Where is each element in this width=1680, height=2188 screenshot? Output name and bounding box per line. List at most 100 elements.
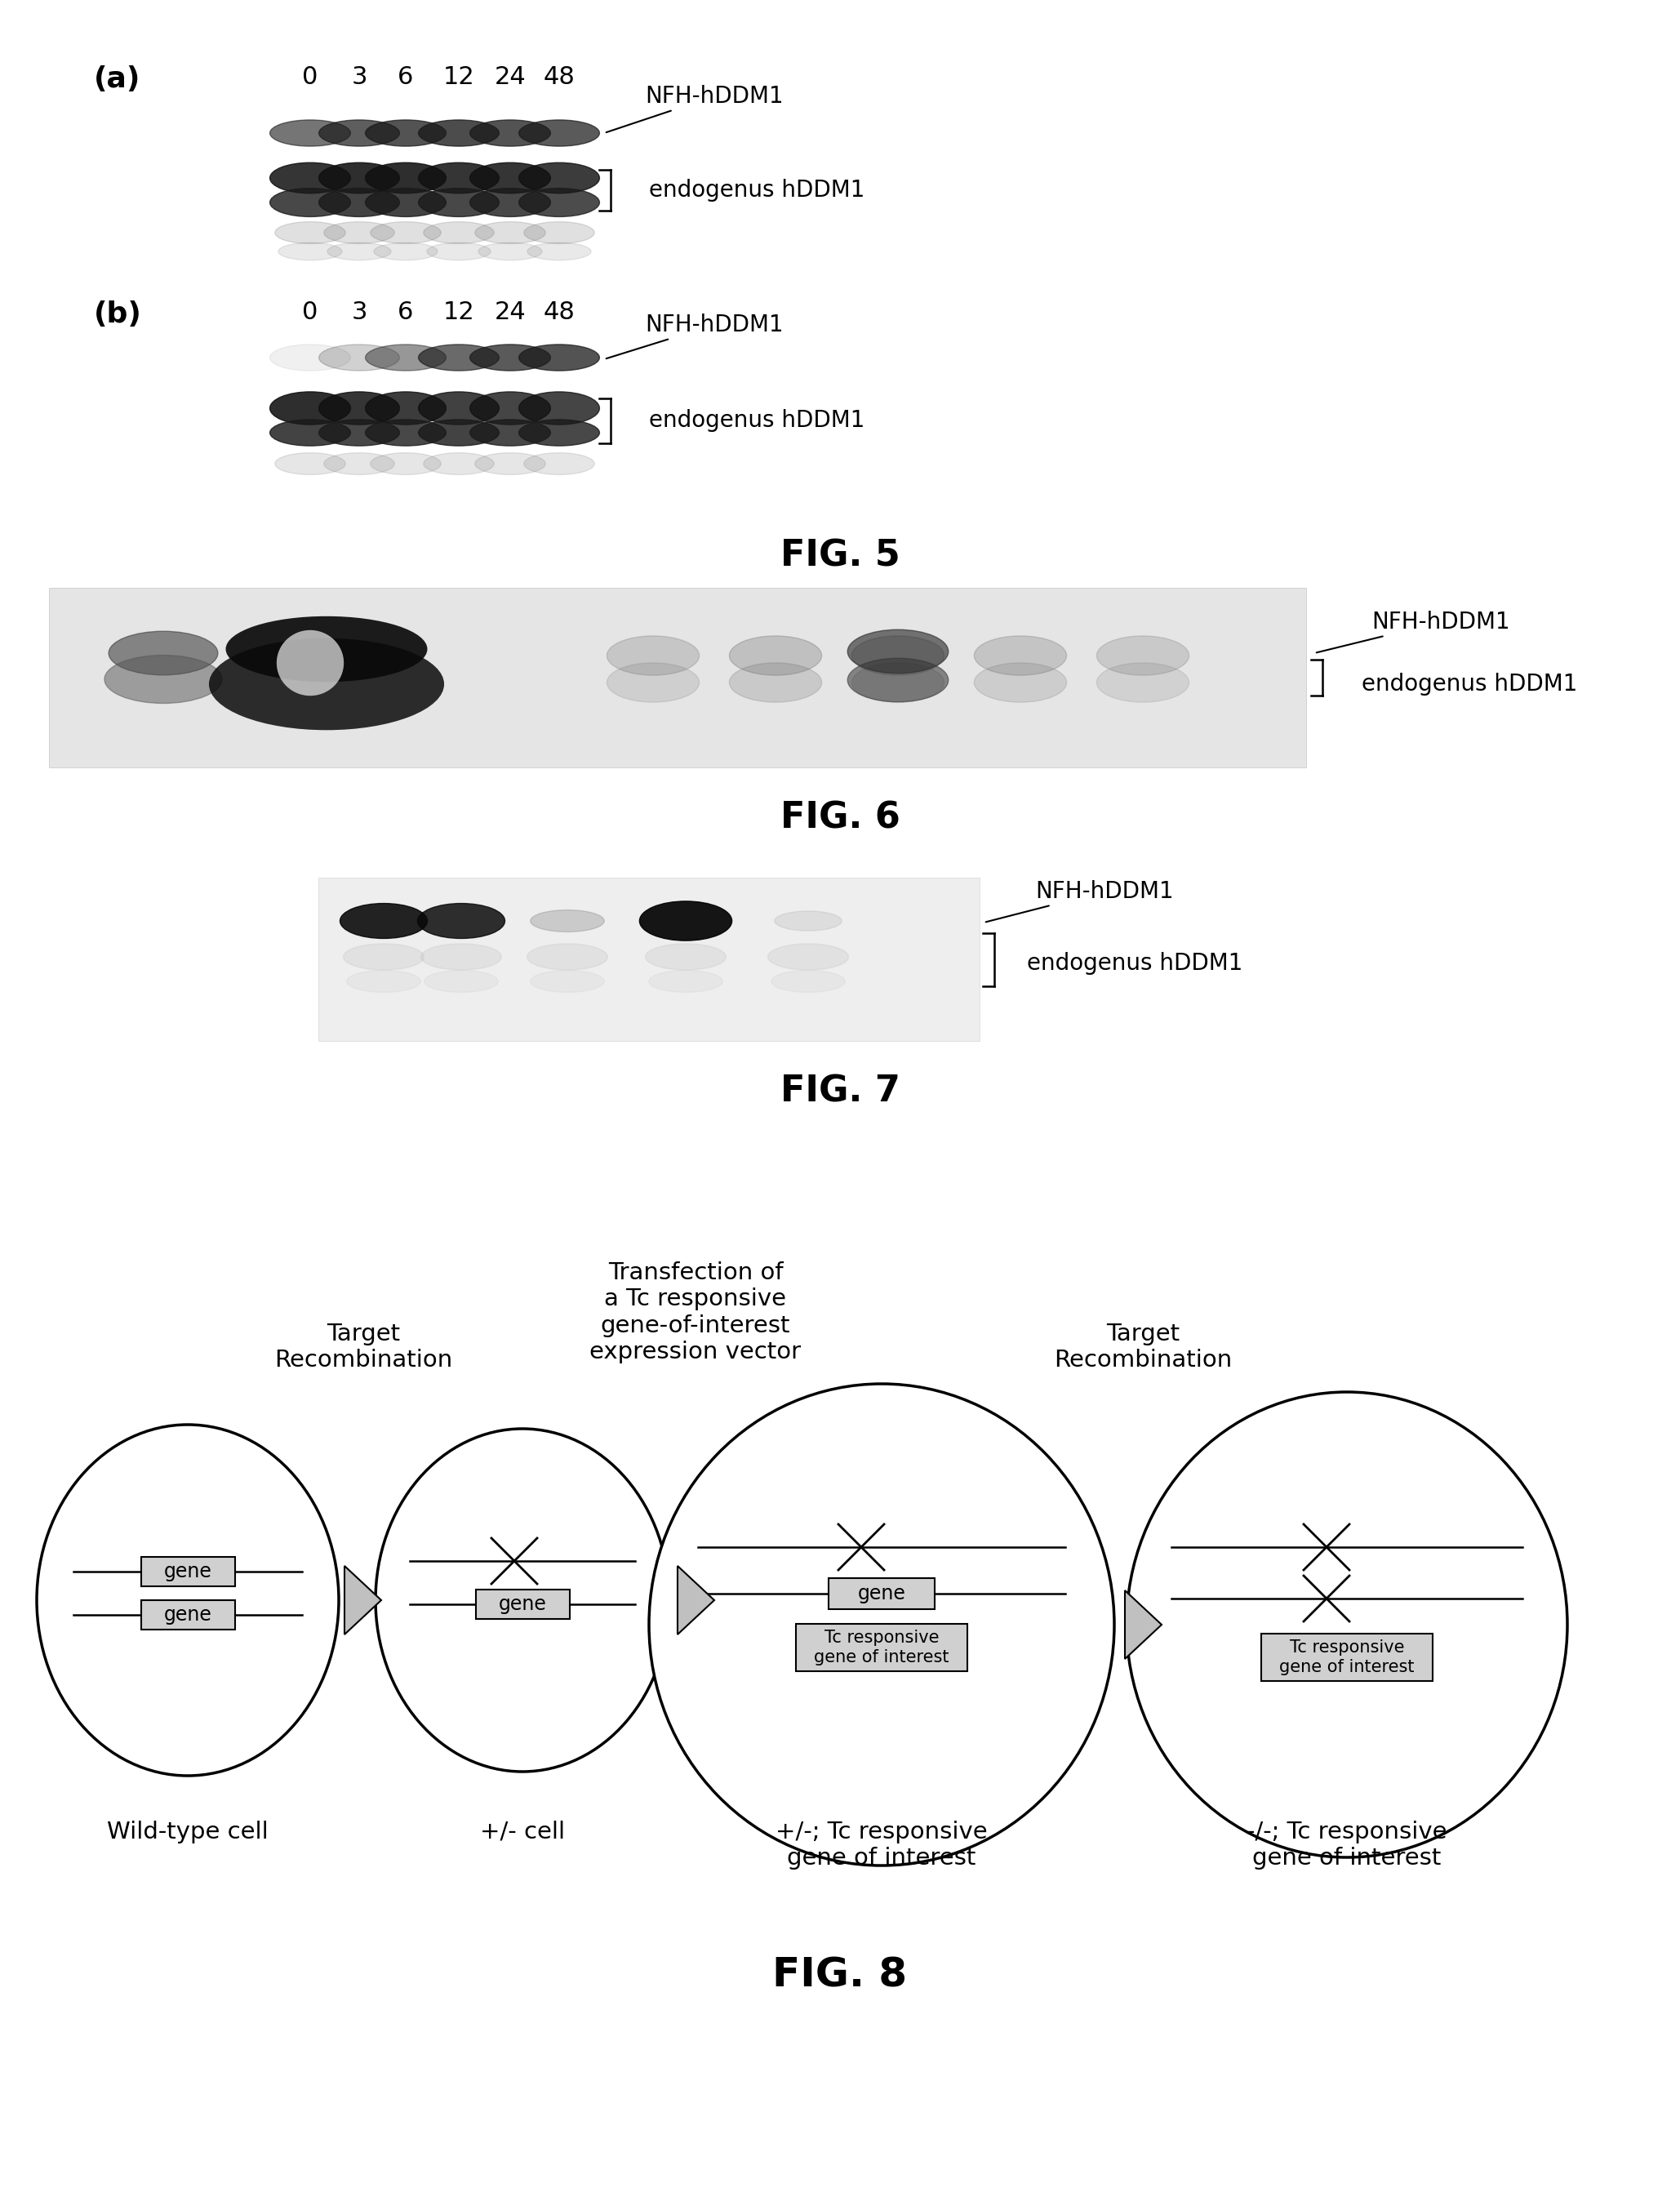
Text: 6: 6: [398, 300, 413, 324]
Ellipse shape: [365, 188, 445, 217]
Ellipse shape: [606, 637, 699, 676]
Ellipse shape: [974, 637, 1067, 676]
Ellipse shape: [729, 663, 822, 702]
Bar: [141, 1599, 235, 1630]
Ellipse shape: [847, 659, 948, 702]
Ellipse shape: [270, 120, 351, 147]
Ellipse shape: [319, 162, 400, 193]
Ellipse shape: [319, 392, 400, 424]
Ellipse shape: [774, 910, 842, 930]
Ellipse shape: [276, 221, 346, 243]
Text: Transfection of
a Tc responsive
gene-of-interest
expression vector: Transfection of a Tc responsive gene-of-…: [590, 1260, 801, 1363]
Ellipse shape: [475, 453, 546, 475]
Ellipse shape: [423, 221, 494, 243]
Text: -/-; Tc responsive
gene of interest: -/-; Tc responsive gene of interest: [1247, 1820, 1446, 1871]
Ellipse shape: [276, 453, 346, 475]
Ellipse shape: [418, 420, 499, 446]
Text: Target
Recombination: Target Recombination: [1053, 1322, 1231, 1372]
Text: NFH-hDDM1: NFH-hDDM1: [606, 85, 783, 131]
Bar: [475, 1588, 570, 1619]
Ellipse shape: [852, 663, 944, 702]
Ellipse shape: [319, 420, 400, 446]
Ellipse shape: [270, 392, 351, 424]
Ellipse shape: [422, 943, 502, 969]
Ellipse shape: [365, 420, 445, 446]
Text: gene: gene: [163, 1562, 212, 1582]
Ellipse shape: [270, 188, 351, 217]
Ellipse shape: [418, 120, 499, 147]
Text: (b): (b): [94, 300, 141, 328]
Text: +/- cell: +/- cell: [480, 1820, 564, 1844]
Ellipse shape: [519, 120, 600, 147]
Bar: [141, 1558, 235, 1586]
Ellipse shape: [524, 453, 595, 475]
Text: endogenus hDDM1: endogenus hDDM1: [648, 409, 865, 431]
Ellipse shape: [270, 344, 351, 370]
Ellipse shape: [470, 120, 551, 147]
Text: 3: 3: [351, 300, 368, 324]
Ellipse shape: [606, 663, 699, 702]
Polygon shape: [344, 1567, 381, 1634]
Ellipse shape: [365, 120, 445, 147]
Ellipse shape: [104, 654, 222, 702]
Ellipse shape: [270, 420, 351, 446]
Text: endogenus hDDM1: endogenus hDDM1: [1361, 672, 1578, 696]
Ellipse shape: [528, 943, 608, 969]
Ellipse shape: [645, 943, 726, 969]
Ellipse shape: [376, 1429, 669, 1772]
Ellipse shape: [771, 971, 845, 993]
Ellipse shape: [270, 162, 351, 193]
Ellipse shape: [423, 453, 494, 475]
Ellipse shape: [37, 1424, 339, 1777]
Ellipse shape: [847, 630, 948, 674]
Ellipse shape: [324, 453, 395, 475]
Text: Tc responsive
gene of interest: Tc responsive gene of interest: [815, 1630, 949, 1665]
Ellipse shape: [319, 344, 400, 370]
Text: NFH-hDDM1: NFH-hDDM1: [606, 313, 783, 359]
Ellipse shape: [346, 971, 420, 993]
Ellipse shape: [418, 904, 506, 939]
Ellipse shape: [852, 637, 944, 676]
Ellipse shape: [370, 453, 440, 475]
Text: 0: 0: [302, 66, 318, 90]
Text: 24: 24: [494, 66, 526, 90]
Ellipse shape: [519, 392, 600, 424]
Text: FIG. 8: FIG. 8: [773, 1956, 907, 1995]
Ellipse shape: [470, 162, 551, 193]
Text: 0: 0: [302, 300, 318, 324]
Text: NFH-hDDM1: NFH-hDDM1: [1317, 610, 1510, 652]
Ellipse shape: [373, 243, 437, 260]
Ellipse shape: [277, 630, 344, 696]
Ellipse shape: [768, 943, 848, 969]
Ellipse shape: [470, 344, 551, 370]
Ellipse shape: [418, 162, 499, 193]
Ellipse shape: [343, 943, 423, 969]
Text: 12: 12: [444, 300, 474, 324]
Text: gene: gene: [857, 1584, 906, 1604]
Ellipse shape: [470, 188, 551, 217]
Ellipse shape: [1097, 663, 1189, 702]
Text: endogenus hDDM1: endogenus hDDM1: [1026, 952, 1243, 976]
Ellipse shape: [729, 637, 822, 676]
Ellipse shape: [279, 243, 343, 260]
Ellipse shape: [1127, 1392, 1567, 1858]
Ellipse shape: [531, 971, 605, 993]
Polygon shape: [1126, 1591, 1161, 1659]
Ellipse shape: [524, 221, 595, 243]
Ellipse shape: [470, 392, 551, 424]
Ellipse shape: [519, 162, 600, 193]
Ellipse shape: [365, 392, 445, 424]
Ellipse shape: [640, 901, 732, 941]
Ellipse shape: [339, 904, 427, 939]
Ellipse shape: [328, 243, 391, 260]
Text: Tc responsive
gene of interest: Tc responsive gene of interest: [1280, 1639, 1415, 1676]
Bar: [828, 1578, 934, 1608]
Text: FIG. 7: FIG. 7: [780, 1074, 900, 1109]
Text: 12: 12: [444, 66, 474, 90]
Text: NFH-hDDM1: NFH-hDDM1: [986, 880, 1174, 921]
Text: (a): (a): [94, 66, 141, 94]
Text: FIG. 5: FIG. 5: [780, 538, 900, 573]
Bar: [49, 589, 1305, 768]
Ellipse shape: [319, 120, 400, 147]
Ellipse shape: [418, 392, 499, 424]
